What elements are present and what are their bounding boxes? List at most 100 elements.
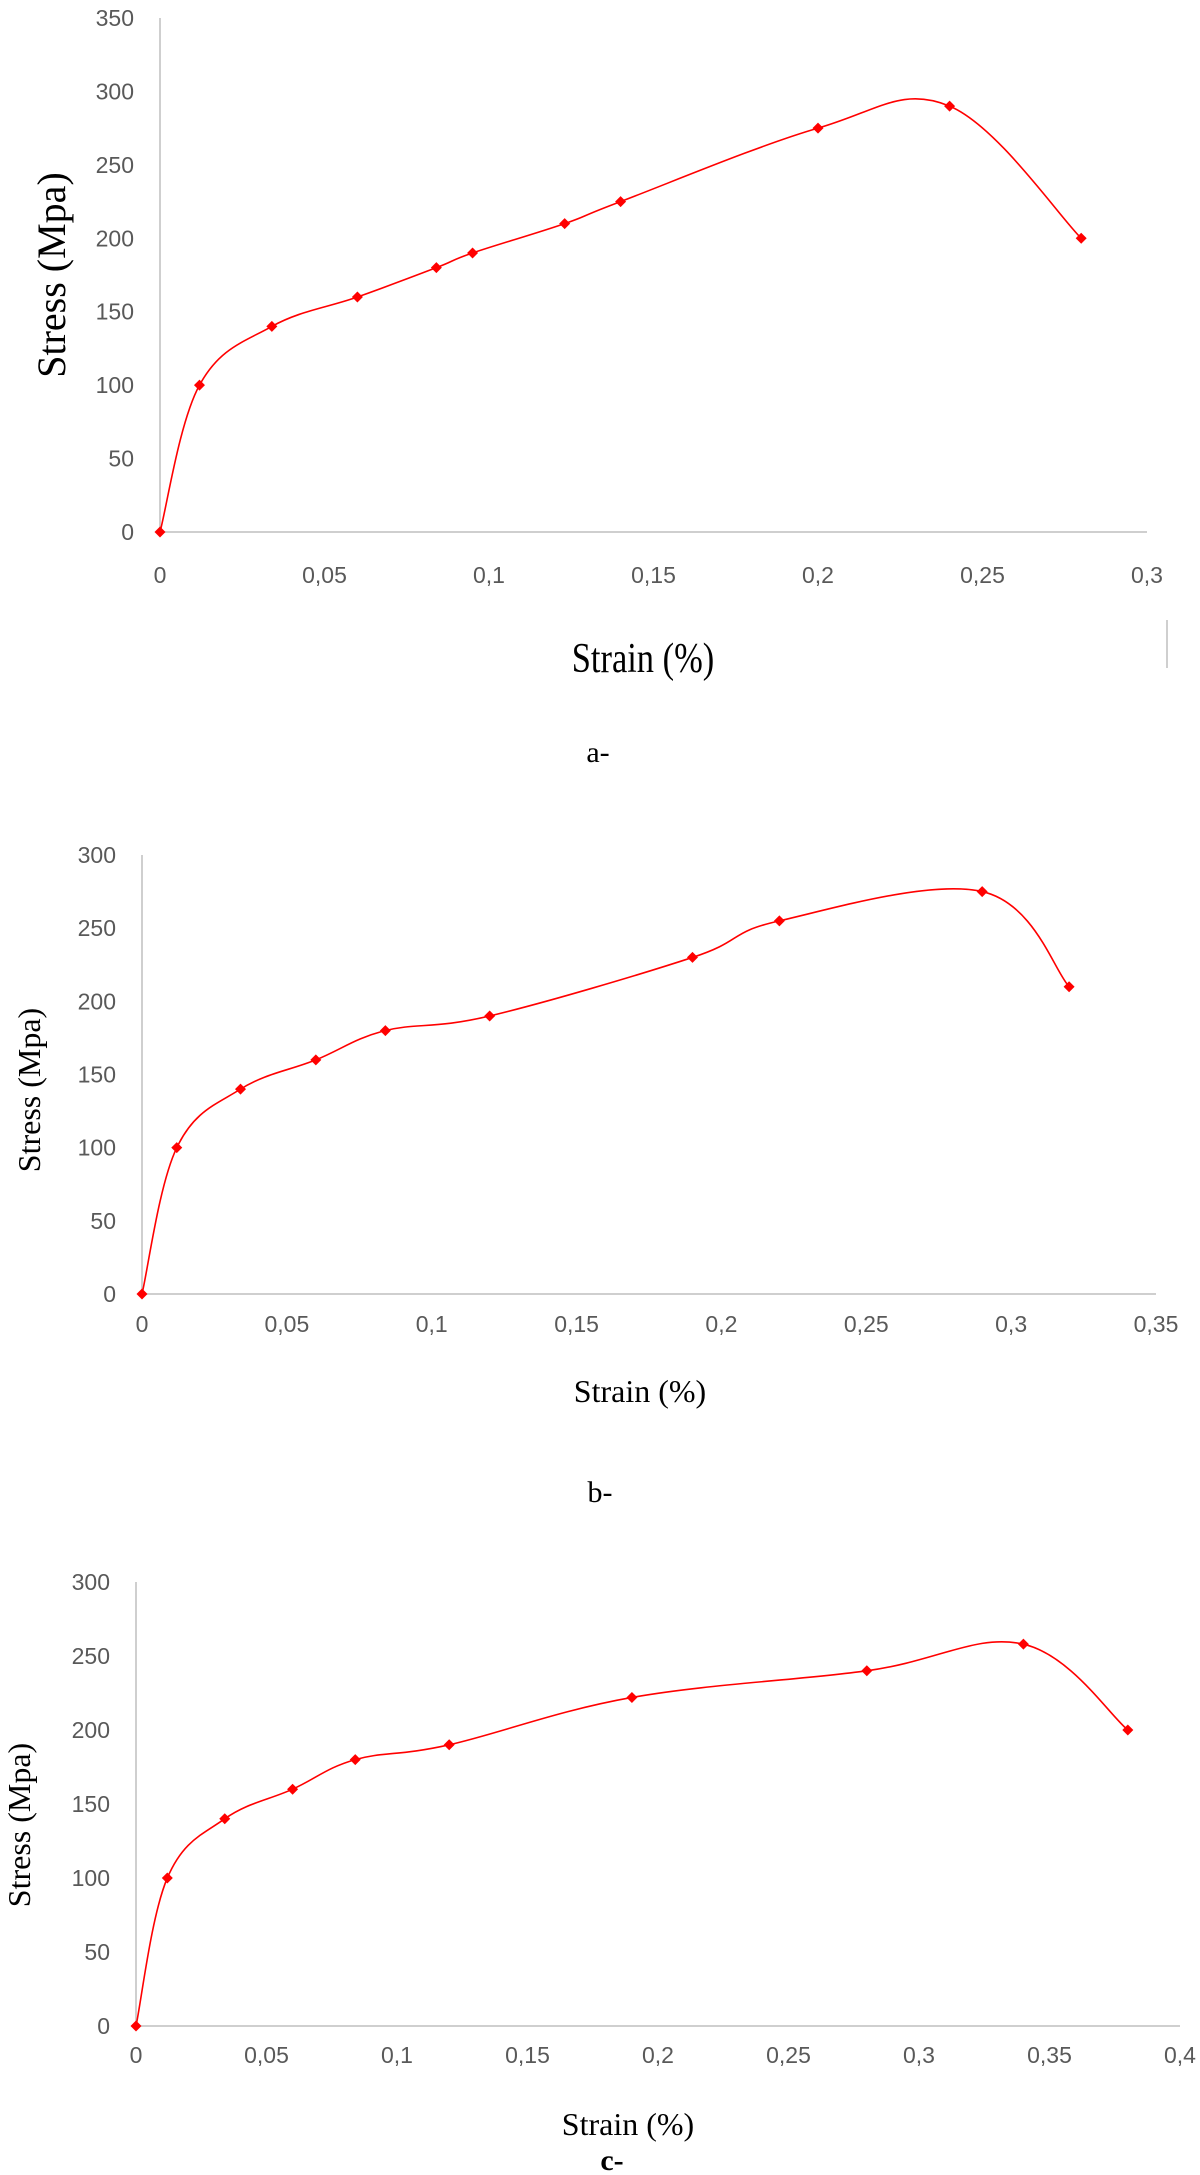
y-tick-labels: 0 50 100 150 200 250 300 350 xyxy=(96,5,134,545)
data-point xyxy=(379,1025,391,1037)
y-axis-title: Stress (Mpa) xyxy=(1,1743,37,1907)
x-tick-label: 0,1 xyxy=(473,562,505,588)
data-point xyxy=(1017,1638,1029,1650)
x-tick-label: 0,05 xyxy=(264,1311,309,1337)
data-point xyxy=(235,1083,247,1095)
chart-panel-a: 0 0,05 0,1 0,15 0,2 0,25 0,3 0 50 100 150 200 250 30… xyxy=(29,5,1168,769)
y-tick-label: 200 xyxy=(96,225,134,251)
data-point xyxy=(976,886,988,898)
plot-area xyxy=(130,1638,1134,2032)
plot-area xyxy=(136,886,1075,1300)
data-point xyxy=(351,291,363,303)
y-tick-label: 200 xyxy=(78,988,116,1014)
data-point xyxy=(161,1872,173,1884)
x-tick-label: 0,15 xyxy=(554,1311,599,1337)
x-axis-title: Strain (%) xyxy=(572,636,714,682)
data-point xyxy=(484,1010,496,1022)
y-tick-label: 150 xyxy=(78,1062,116,1088)
x-tick-label: 0,25 xyxy=(766,2042,811,2068)
y-tick-labels: 0 50 100 150 200 250 300 xyxy=(72,1569,110,2039)
x-axis-title: Strain (%) xyxy=(574,1373,706,1409)
y-tick-label: 100 xyxy=(78,1135,116,1161)
x-tick-label: 0,25 xyxy=(844,1311,889,1337)
plot-area xyxy=(154,98,1087,538)
x-tick-label: 0,05 xyxy=(302,562,347,588)
data-point xyxy=(136,1288,148,1300)
chart-panel-b: 0 0,05 0,1 0,15 0,2 0,25 0,3 0,35 0 50 100 150 200 2… xyxy=(11,842,1178,1509)
data-point xyxy=(944,100,956,112)
y-tick-label: 250 xyxy=(72,1643,110,1669)
data-point xyxy=(861,1665,873,1677)
y-axis-title: Stress (Mpa) xyxy=(11,1008,47,1172)
y-tick-label: 200 xyxy=(72,1717,110,1743)
data-point xyxy=(773,915,785,927)
x-tick-label: 0,2 xyxy=(642,2042,674,2068)
y-tick-label: 50 xyxy=(84,1939,110,1965)
x-tick-label: 0,3 xyxy=(995,1311,1027,1337)
data-point xyxy=(1075,232,1087,244)
data-point xyxy=(430,262,442,274)
data-point xyxy=(219,1813,231,1825)
x-tick-labels: 0 0,05 0,1 0,15 0,2 0,25 0,3 xyxy=(154,562,1163,588)
data-point xyxy=(686,951,698,963)
x-tick-label: 0,35 xyxy=(1134,1311,1179,1337)
y-tick-label: 300 xyxy=(78,842,116,868)
panel-label: b- xyxy=(588,1476,613,1509)
data-point xyxy=(171,1142,183,1154)
y-tick-label: 0 xyxy=(103,1281,116,1307)
panel-label: c- xyxy=(600,2144,623,2175)
y-tick-label: 100 xyxy=(72,1865,110,1891)
panel-label: a- xyxy=(586,736,609,769)
x-tick-label: 0,05 xyxy=(244,2042,289,2068)
y-axis-title: Stress (Mpa) xyxy=(29,172,74,378)
x-tick-label: 0,35 xyxy=(1027,2042,1072,2068)
data-point xyxy=(626,1691,638,1703)
data-point xyxy=(310,1054,322,1066)
x-tick-label: 0,3 xyxy=(903,2042,935,2068)
x-axis-title: Strain (%) xyxy=(562,2106,694,2142)
x-tick-label: 0,2 xyxy=(705,1311,737,1337)
y-tick-label: 50 xyxy=(90,1208,116,1234)
y-tick-labels: 0 50 100 150 200 250 300 xyxy=(78,842,116,1307)
x-tick-label: 0,2 xyxy=(802,562,834,588)
y-tick-label: 300 xyxy=(96,78,134,104)
y-tick-label: 250 xyxy=(96,152,134,178)
x-tick-label: 0 xyxy=(154,562,167,588)
x-tick-label: 0,15 xyxy=(505,2042,550,2068)
chart-panel-c: 0 0,05 0,1 0,15 0,2 0,25 0,3 0,35 0,4 0 50 100 150 2… xyxy=(1,1569,1196,2175)
data-point xyxy=(1122,1724,1134,1736)
data-point xyxy=(154,526,166,538)
data-point xyxy=(193,379,205,391)
x-tick-label: 0,25 xyxy=(960,562,1005,588)
data-point xyxy=(467,247,479,259)
y-tick-label: 100 xyxy=(96,372,134,398)
y-tick-label: 0 xyxy=(121,519,134,545)
y-tick-label: 250 xyxy=(78,915,116,941)
data-point xyxy=(812,122,824,134)
x-tick-label: 0,4 xyxy=(1164,2042,1196,2068)
x-tick-labels: 0 0,05 0,1 0,15 0,2 0,25 0,3 0,35 0,4 xyxy=(130,2042,1197,2068)
data-point xyxy=(443,1739,455,1751)
y-tick-label: 0 xyxy=(97,2013,110,2039)
x-tick-label: 0,1 xyxy=(381,2042,413,2068)
y-tick-label: 350 xyxy=(96,5,134,31)
data-point xyxy=(287,1783,299,1795)
x-tick-label: 0,1 xyxy=(416,1311,448,1337)
data-point xyxy=(1063,981,1075,993)
data-point xyxy=(266,320,278,332)
series-line xyxy=(141,888,1070,1295)
series-line xyxy=(159,98,1082,533)
y-tick-label: 300 xyxy=(72,1569,110,1595)
y-tick-label: 150 xyxy=(96,299,134,325)
x-tick-label: 0,3 xyxy=(1131,562,1163,588)
x-tick-label: 0 xyxy=(130,2042,143,2068)
data-point xyxy=(130,2020,142,2032)
y-tick-label: 50 xyxy=(108,446,134,472)
x-tick-label: 0 xyxy=(136,1311,149,1337)
data-point xyxy=(349,1754,361,1766)
data-point xyxy=(559,218,571,230)
data-point xyxy=(615,196,627,208)
x-tick-labels: 0 0,05 0,1 0,15 0,2 0,25 0,3 0,35 xyxy=(136,1311,1179,1337)
x-tick-label: 0,15 xyxy=(631,562,676,588)
